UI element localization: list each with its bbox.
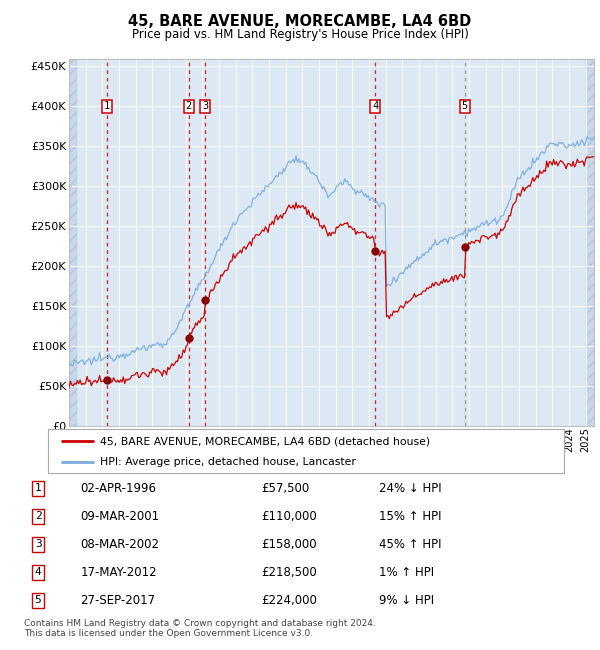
Text: Price paid vs. HM Land Registry's House Price Index (HPI): Price paid vs. HM Land Registry's House … [131,28,469,41]
Text: 17-MAY-2012: 17-MAY-2012 [80,566,157,578]
Text: 27-SEP-2017: 27-SEP-2017 [80,594,155,607]
Text: 3: 3 [202,101,208,111]
Text: 24% ↓ HPI: 24% ↓ HPI [379,482,442,495]
Bar [586,58,594,426]
Text: £57,500: £57,500 [261,482,309,495]
Text: £158,000: £158,000 [261,538,317,551]
Text: 5: 5 [35,595,41,605]
Text: 1% ↑ HPI: 1% ↑ HPI [379,566,434,578]
Text: 45, BARE AVENUE, MORECAMBE, LA4 6BD (detached house): 45, BARE AVENUE, MORECAMBE, LA4 6BD (det… [100,436,430,447]
Text: 45% ↑ HPI: 45% ↑ HPI [379,538,442,551]
Text: 5: 5 [461,101,468,111]
Text: 45, BARE AVENUE, MORECAMBE, LA4 6BD: 45, BARE AVENUE, MORECAMBE, LA4 6BD [128,14,472,29]
Text: 9% ↓ HPI: 9% ↓ HPI [379,594,434,607]
Text: 3: 3 [35,540,41,549]
Text: 1: 1 [103,101,110,111]
Text: £218,500: £218,500 [261,566,317,578]
Text: £110,000: £110,000 [261,510,317,523]
Text: 4: 4 [35,567,41,577]
Text: 1: 1 [35,484,41,493]
Text: Contains HM Land Registry data © Crown copyright and database right 2024.
This d: Contains HM Land Registry data © Crown c… [24,619,376,638]
Text: £224,000: £224,000 [261,594,317,607]
Text: 4: 4 [372,101,379,111]
Text: HPI: Average price, detached house, Lancaster: HPI: Average price, detached house, Lanc… [100,457,355,467]
Text: 02-APR-1996: 02-APR-1996 [80,482,157,495]
Text: 09-MAR-2001: 09-MAR-2001 [80,510,160,523]
Text: 08-MAR-2002: 08-MAR-2002 [80,538,160,551]
Text: 15% ↑ HPI: 15% ↑ HPI [379,510,442,523]
Text: 2: 2 [185,101,192,111]
Text: 2: 2 [35,512,41,521]
Bar [69,58,77,426]
